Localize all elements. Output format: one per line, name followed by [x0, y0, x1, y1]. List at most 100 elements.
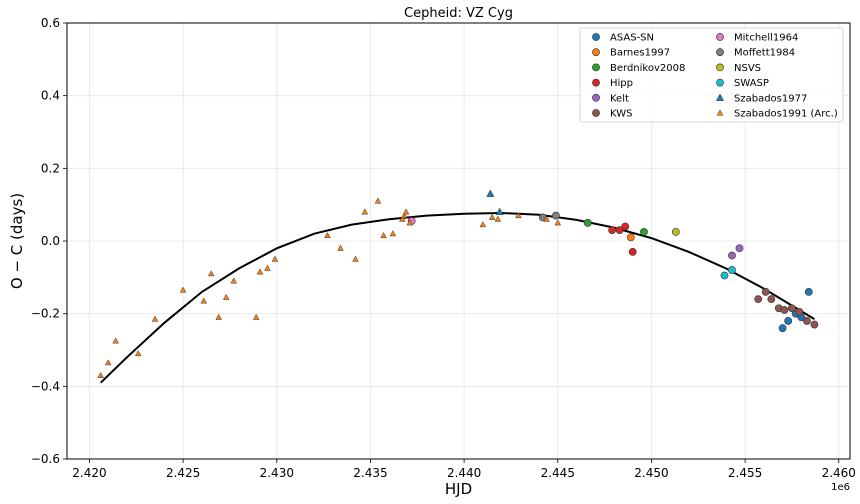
x-tick-label: 2.430 — [260, 466, 294, 480]
point-szabados1991-arc — [222, 293, 230, 300]
point-szabados1991-arc — [380, 232, 387, 239]
point-szabados1991-arc — [97, 371, 104, 378]
point-szabados1991-arc — [252, 313, 260, 320]
point-szabados1991-arc — [200, 297, 208, 304]
x-tick-label: 2.425 — [166, 466, 200, 480]
point-szabados1991-arc — [543, 215, 550, 222]
point-hipp — [621, 222, 630, 231]
point-szabados1991-arc — [406, 219, 414, 226]
legend-label: Mitchell1964 — [734, 33, 798, 44]
x-axis-offset-label: 1e6 — [831, 482, 850, 493]
legend-marker — [715, 93, 725, 101]
y-tick-label: −0.4 — [31, 379, 60, 393]
point-swasp — [728, 266, 736, 274]
point-szabados1991-arc — [104, 359, 112, 366]
point-kws — [761, 287, 770, 296]
point-szabados1991-arc — [215, 313, 222, 320]
point-szabados1991-arc — [352, 255, 359, 262]
legend-label: Moffett1984 — [734, 48, 795, 59]
legend-marker — [592, 33, 600, 41]
point-hipp — [615, 226, 624, 234]
point-szabados1991-arc — [112, 337, 119, 344]
point-szabados1991-arc — [515, 212, 522, 219]
plot-data — [97, 189, 819, 384]
point-szabados1991-arc — [400, 212, 408, 219]
legend-label: Szabados1977 — [734, 93, 807, 104]
point-berdnikov2008 — [640, 228, 648, 236]
point-szabados1991-arc — [271, 255, 279, 262]
x-tick-label: 2.445 — [541, 466, 575, 480]
point-szabados1991-arc — [207, 270, 215, 277]
legend-marker — [592, 48, 600, 57]
point-szabados1991-arc — [179, 286, 187, 293]
point-szabados1991-arc — [337, 244, 344, 251]
legend-label: Berdnikov2008 — [610, 63, 685, 74]
point-kws — [803, 317, 811, 325]
point-szabados1991-arc — [402, 208, 410, 215]
legend-marker — [592, 78, 600, 87]
point-asas-sn — [784, 317, 793, 325]
y-tick-label: −0.2 — [31, 307, 60, 321]
chart-title: Cepheid: VZ Cyg — [404, 6, 513, 21]
point-kws — [780, 306, 789, 314]
legend-label: Kelt — [610, 93, 629, 104]
legend-marker — [716, 63, 724, 72]
point-szabados1991-arc — [361, 208, 369, 215]
point-szabados1991-arc — [479, 221, 487, 228]
x-tick-label: 2.420 — [72, 466, 106, 480]
point-asas-sn — [804, 287, 813, 296]
legend-marker — [592, 63, 600, 72]
point-szabados1991-arc — [494, 215, 502, 222]
point-barnes1997 — [626, 233, 635, 242]
point-szabados1977 — [495, 207, 504, 216]
legend-label: Szabados1991 (Arc.) — [734, 109, 838, 120]
point-szabados1991-arc — [399, 215, 406, 222]
legend: ASAS-SN Barnes1997 Berdnikov2008 Hipp Kelt KW… — [579, 27, 844, 123]
point-szabados1991-arc — [554, 219, 562, 226]
x-tick-label: 2.450 — [634, 466, 668, 480]
legend-label: Hipp — [610, 78, 633, 89]
point-szabados1991-arc — [151, 315, 159, 322]
y-tick-label: 0.2 — [41, 161, 60, 175]
legend-marker — [592, 109, 600, 117]
y-axis-title: O − C (days) — [8, 193, 26, 289]
point-kws — [810, 320, 819, 329]
x-axis-title: HJD — [445, 480, 472, 498]
point-asas-sn — [778, 324, 787, 333]
legend-marker — [716, 78, 724, 87]
x-tick-label: 2.435 — [353, 466, 387, 480]
point-szabados1991-arc — [134, 350, 142, 357]
legend-marker — [716, 109, 724, 116]
legend-label: SWASP — [734, 78, 769, 89]
point-hipp — [628, 247, 637, 256]
x-tick-label: 2.455 — [728, 466, 762, 480]
point-kws — [754, 295, 763, 304]
legend-label: Barnes1997 — [610, 48, 670, 59]
legend-marker — [716, 48, 724, 57]
y-tick-label: −0.6 — [31, 452, 60, 466]
point-berdnikov2008 — [583, 218, 592, 227]
x-tick-label: 2.460 — [822, 466, 856, 480]
point-szabados1991-arc — [389, 230, 397, 237]
legend-marker — [592, 93, 600, 102]
legend-label: NSVS — [734, 63, 761, 74]
y-tick-label: 0.6 — [41, 16, 60, 30]
y-tick-label: 0.4 — [41, 89, 60, 103]
point-szabados1991-arc — [488, 213, 496, 220]
legend-label: ASAS-SN — [610, 33, 654, 44]
legend-box — [579, 27, 844, 123]
point-swasp — [720, 271, 729, 280]
point-szabados1977 — [486, 189, 495, 197]
point-kelt — [735, 244, 744, 253]
point-szabados1991-arc — [256, 268, 264, 275]
point-kws — [767, 295, 776, 304]
point-kelt — [728, 251, 736, 260]
point-kws — [795, 307, 804, 316]
legend-label: KWS — [610, 109, 632, 120]
point-szabados1991-arc — [230, 277, 237, 284]
point-szabados1991-arc — [264, 264, 271, 271]
point-nsvs — [671, 228, 680, 236]
point-szabados1991-arc — [374, 197, 382, 204]
y-tick-label: 0.0 — [41, 234, 60, 248]
